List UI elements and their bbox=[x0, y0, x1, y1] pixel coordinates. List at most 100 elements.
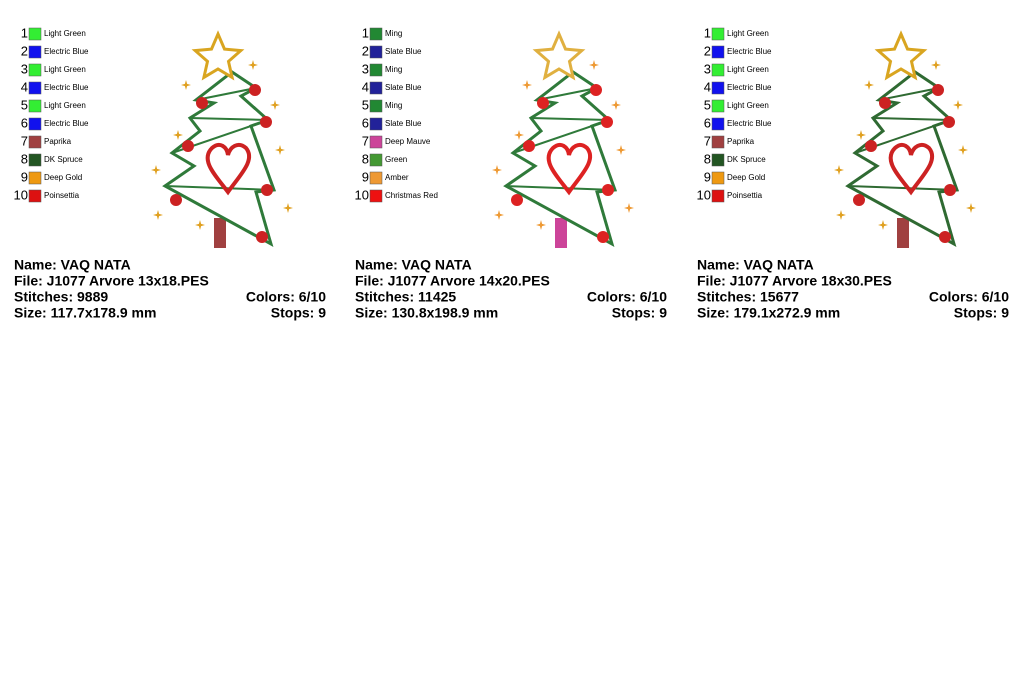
tree bbox=[845, 70, 960, 248]
color-swatch bbox=[711, 153, 725, 167]
color-swatch bbox=[28, 63, 42, 77]
color-number: 8 bbox=[704, 151, 711, 166]
tier-line bbox=[847, 185, 958, 191]
color-name: Slate Blue bbox=[385, 83, 422, 92]
color-swatch bbox=[711, 27, 725, 41]
color-swatch bbox=[711, 81, 725, 95]
ornament bbox=[597, 231, 609, 243]
sparkle bbox=[283, 203, 293, 213]
tier-line bbox=[872, 117, 952, 121]
color-name: Poinsettia bbox=[44, 191, 80, 200]
color-swatch bbox=[369, 27, 383, 41]
tier-line bbox=[195, 87, 257, 101]
color-number: 4 bbox=[704, 79, 711, 94]
stops: Stops: 9 bbox=[271, 305, 326, 321]
trunk bbox=[897, 218, 909, 248]
color-name: Paprika bbox=[727, 137, 755, 146]
color-name: Green bbox=[385, 155, 407, 164]
ornament bbox=[182, 140, 194, 152]
sparkle bbox=[248, 60, 258, 70]
sparkle bbox=[931, 60, 941, 70]
ornament bbox=[602, 184, 614, 196]
stops: Stops: 9 bbox=[954, 305, 1009, 321]
sparkle bbox=[173, 130, 183, 140]
color-swatch bbox=[711, 171, 725, 185]
tree bbox=[503, 70, 618, 248]
design-name: Name: VAQ NATA bbox=[14, 257, 131, 273]
color-number: 6 bbox=[704, 115, 711, 130]
sparkle bbox=[181, 80, 191, 90]
tree-image bbox=[492, 30, 634, 248]
color-swatch bbox=[28, 171, 42, 185]
color-number: 3 bbox=[362, 61, 369, 76]
color-number: 9 bbox=[21, 169, 28, 184]
design-panel: 1 Ming 2 Slate Blue 3 Ming 4 Slate Blue 5 Ming 6 Sl… bbox=[355, 25, 668, 320]
color-swatch bbox=[28, 99, 42, 113]
heart bbox=[888, 143, 935, 196]
sparkle bbox=[953, 100, 963, 110]
color-number: 6 bbox=[21, 115, 28, 130]
color-name: Light Green bbox=[44, 29, 86, 38]
color-swatch bbox=[369, 189, 383, 203]
sparkle bbox=[275, 145, 285, 155]
stitches: Stitches: 15677 bbox=[697, 289, 799, 305]
sparkle bbox=[616, 145, 626, 155]
color-name: Electric Blue bbox=[727, 47, 772, 56]
color-swatch bbox=[711, 117, 725, 131]
color-name: Electric Blue bbox=[727, 83, 772, 92]
color-swatch bbox=[369, 153, 383, 167]
ornament bbox=[939, 231, 951, 243]
color-name: Ming bbox=[385, 29, 402, 38]
sparkle bbox=[836, 210, 846, 220]
ornament bbox=[601, 116, 613, 128]
color-number: 9 bbox=[704, 169, 711, 184]
design-panel: 1 Light Green 2 Electric Blue 3 Light Green 4 E… bbox=[697, 25, 1010, 320]
ornament bbox=[590, 84, 602, 96]
color-name: Deep Gold bbox=[727, 173, 765, 182]
color-name: Poinsettia bbox=[727, 191, 763, 200]
color-number: 10 bbox=[355, 187, 369, 202]
color-name: Ming bbox=[385, 65, 402, 74]
color-name: Light Green bbox=[727, 29, 769, 38]
color-name: Ming bbox=[385, 101, 402, 110]
sparkle bbox=[195, 220, 205, 230]
color-name: Light Green bbox=[727, 101, 769, 110]
design-name: Name: VAQ NATA bbox=[355, 257, 472, 273]
stitches: Stitches: 11425 bbox=[355, 289, 456, 305]
color-number: 7 bbox=[21, 133, 28, 148]
color-swatch bbox=[711, 135, 725, 149]
sparkle bbox=[151, 165, 161, 175]
color-number: 1 bbox=[362, 25, 369, 40]
star bbox=[532, 30, 586, 81]
sparkle bbox=[494, 210, 504, 220]
color-name: Electric Blue bbox=[44, 119, 89, 128]
color-number: 2 bbox=[704, 43, 711, 58]
size: Size: 117.7x178.9 mm bbox=[14, 305, 156, 321]
ornament bbox=[260, 116, 272, 128]
color-number: 8 bbox=[362, 151, 369, 166]
sparkle bbox=[966, 203, 976, 213]
ornament bbox=[523, 140, 535, 152]
sparkle bbox=[611, 100, 621, 110]
tier-line bbox=[536, 87, 598, 101]
color-swatch bbox=[28, 27, 42, 41]
tier-line bbox=[164, 185, 275, 191]
color-number: 2 bbox=[362, 43, 369, 58]
ornament bbox=[879, 97, 891, 109]
tier-line bbox=[530, 117, 610, 121]
ornament bbox=[170, 194, 182, 206]
sparkle bbox=[522, 80, 532, 90]
color-number: 7 bbox=[362, 133, 369, 148]
color-swatch bbox=[369, 45, 383, 59]
ornament bbox=[196, 97, 208, 109]
heart bbox=[546, 143, 593, 196]
ornament bbox=[511, 194, 523, 206]
ornament bbox=[865, 140, 877, 152]
sparkle bbox=[536, 220, 546, 230]
sparkle bbox=[153, 210, 163, 220]
sparkle bbox=[878, 220, 888, 230]
color-swatch bbox=[369, 99, 383, 113]
color-name: Electric Blue bbox=[44, 83, 89, 92]
color-number: 1 bbox=[21, 25, 28, 40]
